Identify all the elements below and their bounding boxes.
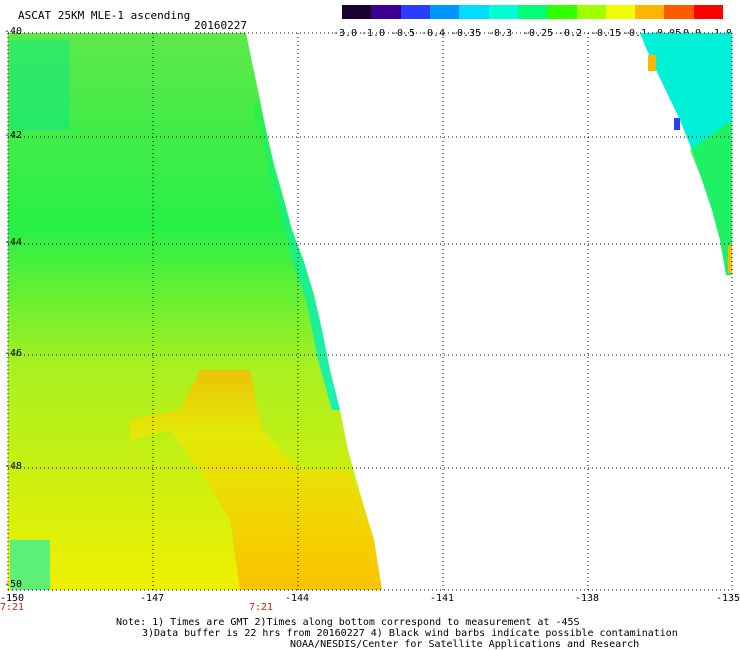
time-label: 7:21 <box>249 602 274 613</box>
swath-warm-patch <box>130 370 382 590</box>
lon-label: -138 <box>575 593 600 604</box>
colorbar-segment <box>371 5 401 19</box>
footnote-line-2: 3)Data buffer is 22 hrs from 20160227 4)… <box>142 628 678 639</box>
swath-west <box>8 33 382 590</box>
colorbar-label: -0.2 <box>558 28 583 39</box>
lat-label: -50 <box>4 579 23 590</box>
colorbar-segment <box>635 5 665 19</box>
colorbar-segment <box>517 5 548 19</box>
colorbar-label: -0.1 <box>623 28 648 39</box>
time-label: 7:21 <box>0 602 25 613</box>
swath-east-green <box>690 120 732 275</box>
lon-label: -144 <box>285 593 310 604</box>
colorbar-segment <box>693 5 724 19</box>
chart-title: ASCAT 25KM MLE-1 ascending <box>18 9 191 22</box>
chart-date: 20160227 <box>194 19 247 32</box>
graticule <box>7 32 733 591</box>
swath-cool-patch <box>10 40 70 130</box>
swath-east <box>640 33 732 275</box>
colorbar <box>342 5 724 19</box>
swath-east-blue <box>674 118 680 130</box>
lon-label: -141 <box>430 593 455 604</box>
colorbar-label: -0.25 <box>523 28 554 39</box>
colorbar-label: -0.15 <box>591 28 622 39</box>
colorbar-segment <box>547 5 577 19</box>
colorbar-segment <box>429 5 460 19</box>
footnote-line-3: NOAA/NESDIS/Center for Satellite Applica… <box>290 639 640 650</box>
colorbar-segment <box>576 5 606 19</box>
colorbar-segment <box>664 5 694 19</box>
colorbar-label: -0.4 <box>421 28 446 39</box>
colorbar-label: -3.0 <box>333 28 358 39</box>
swath-east-orange <box>648 55 656 71</box>
colorbar-segment <box>400 5 430 19</box>
lat-label: -40 <box>4 26 23 37</box>
swath-west-edge <box>252 100 340 410</box>
lon-label: -147 <box>140 593 165 604</box>
lon-label: -150 <box>0 593 25 604</box>
colorbar-label: -1.0 <box>361 28 386 39</box>
lat-label: -42 <box>4 130 23 141</box>
footnote-line-1: Note: 1) Times are GMT 2)Times along bot… <box>116 617 580 628</box>
swath-cool-patch-south <box>10 540 50 590</box>
lat-label: -44 <box>4 237 23 248</box>
colorbar-segment <box>605 5 636 19</box>
colorbar-segment <box>488 5 518 19</box>
colorbar-label: -0.35 <box>451 28 482 39</box>
lon-label: -135 <box>716 593 740 604</box>
lat-label: -48 <box>4 461 23 472</box>
colorbar-label: -0.5 <box>391 28 416 39</box>
colorbar-segment <box>459 5 489 19</box>
swath-east-orange-2 <box>728 245 732 273</box>
lat-label: -46 <box>4 348 23 359</box>
colorbar-segment <box>342 5 372 19</box>
